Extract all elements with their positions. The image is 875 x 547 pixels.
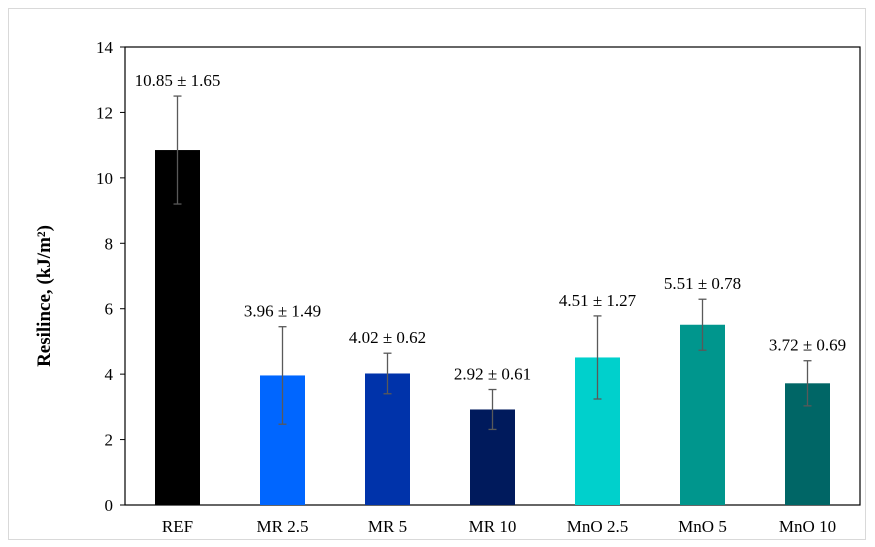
tick-labels: 0 2 4 6 8 10 12 14 REF MR 2.5 MR 5 MR 10 MnO 2.5 MnO … [96, 38, 836, 536]
data-label: 10.85 ± 1.65 [135, 71, 221, 90]
x-tick-label: MR 2.5 [257, 517, 309, 536]
y-tick-label: 14 [96, 38, 114, 57]
x-tick-label: MnO 10 [779, 517, 836, 536]
y-tick-label: 10 [96, 169, 113, 188]
bar [680, 324, 725, 505]
data-label: 3.72 ± 0.69 [769, 336, 846, 355]
data-label: 4.51 ± 1.27 [559, 291, 637, 310]
x-tick-label: MR 5 [368, 517, 407, 536]
y-tick-label: 2 [105, 431, 114, 450]
bar [365, 373, 410, 505]
error-bars [173, 95, 812, 431]
y-tick-label: 0 [105, 496, 114, 515]
bar [155, 150, 200, 506]
y-tick-label: 6 [105, 300, 114, 319]
data-label: 2.92 ± 0.61 [454, 365, 531, 384]
bars [155, 150, 830, 506]
data-label: 5.51 ± 0.78 [664, 274, 741, 293]
data-labels: 10.85 ± 1.65 3.96 ± 1.49 4.02 ± 0.62 2.92 ±… [135, 71, 847, 383]
x-tick-label: REF [162, 517, 193, 536]
x-tick-label: MnO 2.5 [567, 517, 628, 536]
x-tick-label: MR 10 [469, 517, 517, 536]
y-tick-label: 4 [105, 365, 114, 384]
x-tick-label: MnO 5 [678, 517, 727, 536]
y-axis-label: Resilince, (kJ/m²) [34, 225, 55, 367]
data-label: 3.96 ± 1.49 [244, 302, 321, 321]
y-tick-label: 8 [105, 234, 114, 253]
y-tick-label: 12 [96, 103, 113, 122]
data-label: 4.02 ± 0.62 [349, 328, 426, 347]
